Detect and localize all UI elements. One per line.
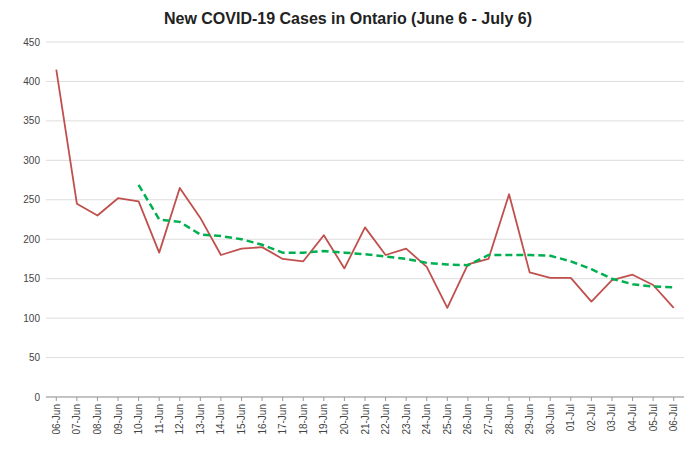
x-tick [611,397,612,401]
x-tick-label: 26-Jun [462,404,473,435]
x-tick-label: 24-Jun [421,404,432,435]
x-tick [56,397,57,401]
x-tick [118,397,119,401]
x-tick-label: 30-Jun [545,404,556,435]
x-tick-label: 02-Jul [586,404,597,431]
y-tick-label: 150 [23,273,40,284]
x-tick [529,397,530,401]
x-tick-label: 07-Jun [71,404,82,435]
x-tick [76,397,77,401]
grid-line [46,120,684,121]
x-tick-label: 15-Jun [236,404,247,435]
x-tick [97,397,98,401]
x-tick [138,397,139,401]
x-tick-label: 28-Jun [504,404,515,435]
x-tick-label: 03-Jul [606,404,617,431]
x-tick [632,397,633,401]
x-tick-label: 06-Jul [668,404,679,431]
y-tick-label: 400 [23,76,40,87]
x-tick [509,397,510,401]
series-line [139,185,674,288]
grid-line [46,239,684,240]
grid-line [46,199,684,200]
x-tick-label: 01-Jul [565,404,576,431]
x-tick [488,397,489,401]
grid-line [46,160,684,161]
grid-line [46,42,684,43]
x-tick-label: 16-Jun [257,404,268,435]
x-axis: 06-Jun 07-Jun 08-Jun 09-Jun 10-Jun 11-Jun 12-J… [46,397,684,435]
x-tick [344,397,345,401]
x-tick [447,397,448,401]
y-tick-label: 300 [23,155,40,166]
x-tick [200,397,201,401]
x-tick [653,397,654,401]
y-axis: 0 50 100 150 200 250 300 350 400 450 [23,37,684,403]
grid-line [46,318,684,319]
x-tick-label: 29-Jun [524,404,535,435]
x-tick [406,397,407,401]
y-tick-label: 450 [23,37,40,48]
x-tick-label: 13-Jun [195,404,206,435]
x-tick [262,397,263,401]
x-tick-label: 19-Jun [318,404,329,435]
x-tick [220,397,221,401]
x-tick-label: 04-Jul [627,404,638,431]
grid-line [46,81,684,82]
x-tick-label: 27-Jun [483,404,494,435]
series-group [56,70,673,308]
x-tick [282,397,283,401]
y-tick-label: 0 [34,392,40,403]
x-tick-label: 05-Jul [648,404,659,431]
x-tick [179,397,180,401]
title: New COVID-19 Cases in Ontario (June 6 - … [164,10,532,27]
x-tick [591,397,592,401]
x-tick [323,397,324,401]
x-tick-label: 23-Jun [401,404,412,435]
y-tick-label: 200 [23,234,40,245]
y-tick-label: 250 [23,194,40,205]
x-tick-label: 18-Jun [298,404,309,435]
x-tick [303,397,304,401]
x-tick [241,397,242,401]
x-tick-label: 20-Jun [339,404,350,435]
y-tick-label: 50 [29,352,41,363]
y-tick-label: 100 [23,313,40,324]
x-tick-label: 21-Jun [360,404,371,435]
x-tick [365,397,366,401]
x-tick-label: 06-Jun [51,404,62,435]
x-tick [673,397,674,401]
grid-line [46,278,684,279]
x-tick [467,397,468,401]
x-tick-label: 09-Jun [113,404,124,435]
x-tick-label: 08-Jun [92,404,103,435]
y-tick-label: 350 [23,115,40,126]
grid-line [46,357,684,358]
x-tick-label: 10-Jun [133,404,144,435]
x-tick-label: 22-Jun [380,404,391,435]
x-tick-label: 25-Jun [442,404,453,435]
x-tick-label: 11-Jun [154,404,165,434]
x-tick [570,397,571,401]
x-tick [159,397,160,401]
x-tick-label: 17-Jun [277,404,288,435]
x-tick [426,397,427,401]
x-tick-label: 12-Jun [174,404,185,435]
chart: New COVID-19 Cases in Ontario (June 6 - … [0,0,696,463]
x-tick [550,397,551,401]
series-line [56,70,673,308]
x-tick-label: 14-Jun [215,404,226,435]
x-tick [385,397,386,401]
